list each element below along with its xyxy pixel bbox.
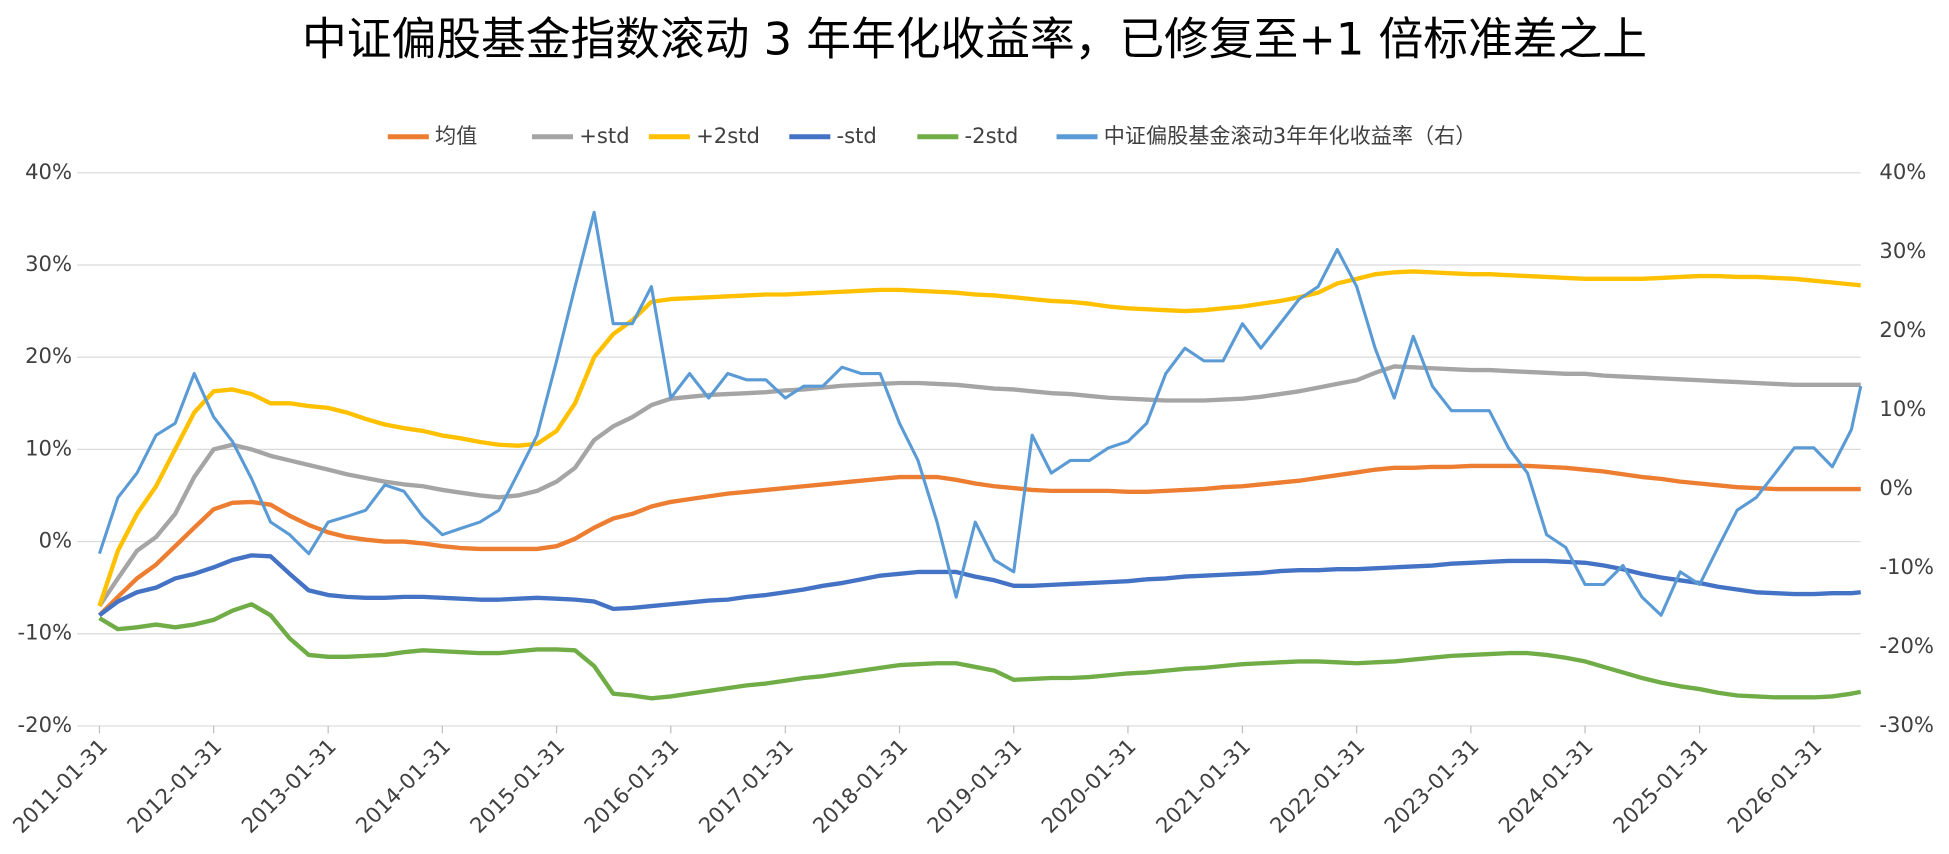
x-tick-label: 2019-01-31 bbox=[922, 733, 1026, 837]
x-tick-label: 2024-01-31 bbox=[1493, 733, 1597, 837]
series-line bbox=[97, 364, 1861, 608]
x-tick-label: 2022-01-31 bbox=[1265, 733, 1369, 837]
x-tick-label: 2013-01-31 bbox=[236, 733, 340, 837]
y2-tick-label: -30% bbox=[1879, 712, 1934, 737]
legend-label: +std bbox=[579, 123, 629, 148]
x-tick-label: 2021-01-31 bbox=[1151, 733, 1255, 837]
series-line bbox=[98, 553, 1861, 618]
x-tick-label: 2025-01-31 bbox=[1608, 733, 1712, 837]
y2-tick-label: -10% bbox=[1879, 554, 1934, 579]
legend-label: -2std bbox=[965, 123, 1019, 148]
series-line bbox=[97, 210, 1863, 617]
y2-tick-label: 10% bbox=[1879, 396, 1926, 421]
legend-label: 均值 bbox=[435, 123, 477, 148]
series-line bbox=[97, 463, 1861, 617]
y-tick-label: 20% bbox=[25, 343, 72, 368]
y-tick-label: -10% bbox=[18, 620, 73, 645]
x-tick-label: 2026-01-31 bbox=[1722, 733, 1826, 837]
series-line bbox=[97, 269, 1861, 607]
legend-label: 中证偏股基金滚动3年年化收益率（右） bbox=[1104, 123, 1477, 148]
y2-tick-label: 40% bbox=[1879, 159, 1926, 184]
x-tick-label: 2011-01-31 bbox=[8, 733, 112, 837]
y2-tick-label: -20% bbox=[1879, 633, 1934, 658]
y-tick-label: 0% bbox=[39, 528, 73, 553]
y-tick-label: 30% bbox=[25, 251, 72, 276]
x-tick-label: 2016-01-31 bbox=[579, 733, 683, 837]
chart-title: 中证偏股基金指数滚动 3 年年化收益率，已修复至+1 倍标准差之上 bbox=[302, 12, 1647, 65]
y2-tick-label: 0% bbox=[1879, 475, 1913, 500]
x-tick-label: 2023-01-31 bbox=[1379, 733, 1483, 837]
series-line bbox=[98, 602, 1862, 701]
x-tick-label: 2020-01-31 bbox=[1036, 733, 1140, 837]
legend-label: -std bbox=[837, 123, 877, 148]
y2-tick-label: 20% bbox=[1879, 317, 1926, 342]
x-tick-label: 2015-01-31 bbox=[465, 733, 569, 837]
x-tick-label: 2012-01-31 bbox=[122, 733, 226, 837]
y-tick-label: 40% bbox=[25, 159, 72, 184]
y-tick-label: -20% bbox=[18, 712, 73, 737]
x-tick-label: 2017-01-31 bbox=[694, 733, 798, 837]
y2-tick-label: 30% bbox=[1879, 238, 1926, 263]
y-tick-label: 10% bbox=[25, 435, 72, 460]
legend-label: +2std bbox=[696, 123, 760, 148]
x-tick-label: 2014-01-31 bbox=[351, 733, 455, 837]
x-tick-label: 2018-01-31 bbox=[808, 733, 912, 837]
